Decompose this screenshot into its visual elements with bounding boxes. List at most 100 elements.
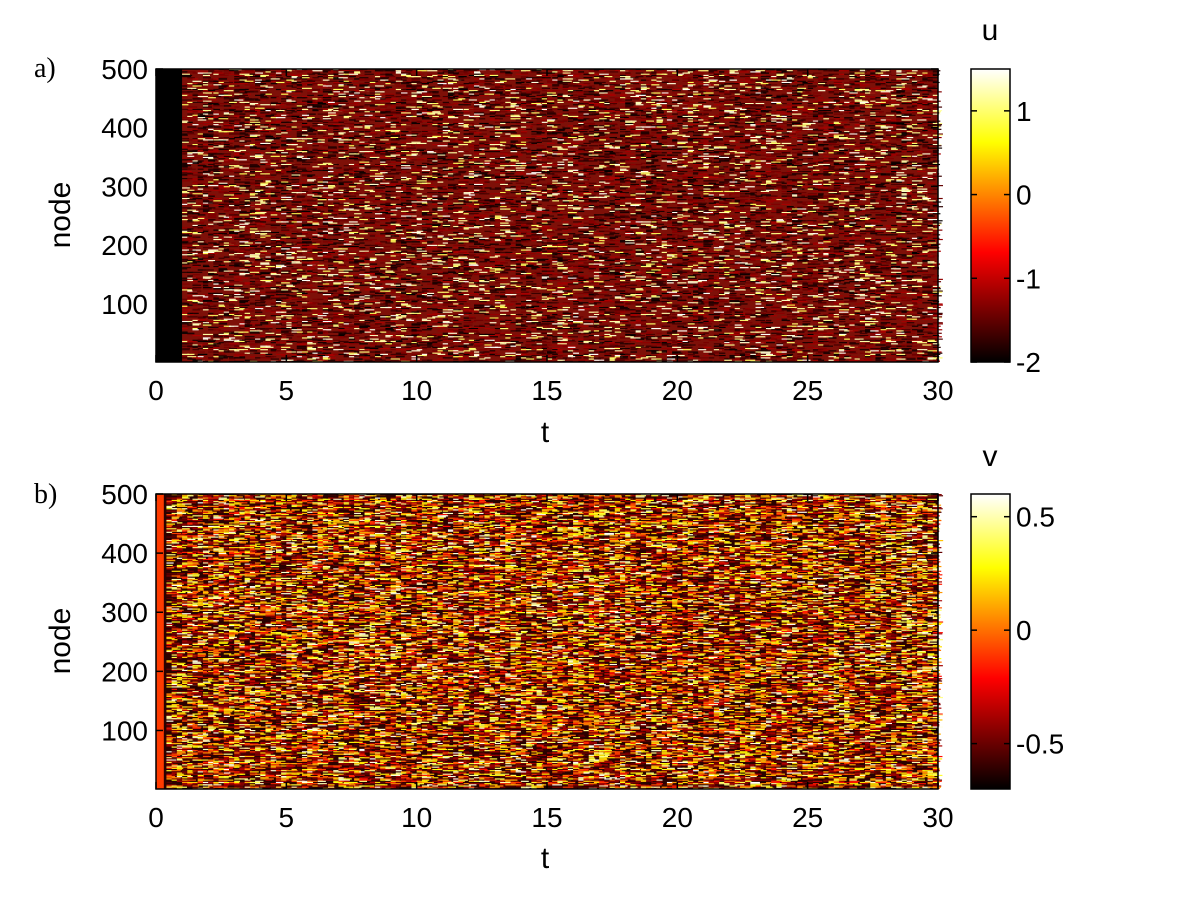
heatmap-cell (573, 70, 580, 72)
heatmap-cell (687, 120, 698, 122)
heatmap-cell (708, 76, 718, 78)
heatmap-cell (552, 84, 560, 86)
heatmap-cell (635, 151, 643, 153)
heatmap-cell (255, 156, 264, 159)
heatmap-cell (567, 155, 574, 157)
heatmap-cell (249, 126, 258, 128)
heatmap-cell (354, 135, 361, 137)
heatmap-cell (296, 107, 303, 109)
heatmap-cell (260, 112, 270, 114)
heatmap-cell (792, 112, 798, 114)
heatmap-cell (364, 88, 375, 91)
heatmap-cell (828, 135, 839, 137)
heatmap-cell (202, 112, 213, 114)
heatmap-cell (911, 125, 918, 127)
heatmap-cell (724, 99, 733, 101)
heatmap-cell (494, 104, 501, 106)
heatmap-cell (745, 85, 755, 87)
heatmap-cell (270, 110, 279, 112)
heatmap-cell (468, 71, 478, 73)
heatmap-cell (474, 151, 484, 153)
heatmap-cell (625, 80, 635, 82)
heatmap-cell (249, 113, 256, 115)
heatmap-cell (218, 153, 225, 155)
heatmap-cell (380, 88, 390, 91)
heatmap-cell (588, 113, 598, 115)
heatmap-cell (249, 76, 260, 78)
heatmap-cell (234, 93, 243, 95)
heatmap-cell (239, 88, 249, 91)
heatmap-cell (666, 115, 674, 118)
heatmap-cell (593, 128, 605, 130)
heatmap-cell (526, 153, 535, 155)
heatmap-cell (500, 93, 511, 95)
heatmap-cell (630, 112, 638, 114)
heatmap-cell (844, 81, 855, 84)
heatmap-cell (844, 131, 850, 133)
heatmap-cell (270, 127, 279, 129)
heatmap-cell (192, 149, 199, 152)
heatmap-cell (458, 84, 466, 86)
heatmap-cell (578, 95, 587, 98)
heatmap-cell (468, 128, 479, 130)
heatmap-cell (593, 99, 604, 101)
heatmap-cell (562, 88, 569, 91)
heatmap-cell (599, 86, 609, 88)
heatmap-cell (453, 126, 462, 128)
heatmap-cell (651, 100, 659, 102)
heatmap-cell (520, 142, 530, 145)
heatmap-cell (661, 129, 670, 132)
heatmap-cell (432, 120, 439, 122)
heatmap-cell (515, 88, 526, 91)
heatmap-cell (437, 79, 444, 81)
heatmap-cell (724, 91, 733, 93)
heatmap-cell (364, 141, 373, 143)
heatmap-cell (630, 91, 639, 93)
heatmap-cell (698, 119, 708, 121)
heatmap-cell (739, 113, 746, 115)
heatmap-cell (739, 131, 746, 133)
heatmap-cell (270, 83, 278, 85)
heatmap-cell (385, 124, 392, 126)
heatmap-cell (687, 117, 694, 119)
heatmap-cell (369, 101, 380, 103)
heatmap-cell (880, 144, 887, 146)
heatmap-cell (255, 94, 264, 96)
heatmap-cell (922, 74, 931, 77)
heatmap-cell (500, 80, 507, 82)
heatmap-cell (520, 148, 531, 150)
heatmap-cell (719, 79, 726, 81)
heatmap-cell (797, 87, 807, 89)
heatmap-cell (614, 99, 622, 101)
heatmap-cell (197, 135, 205, 137)
heatmap-cell (599, 136, 609, 139)
heatmap-cell (494, 118, 503, 120)
heatmap-cell (609, 119, 616, 121)
heatmap-cell (317, 120, 327, 122)
heatmap-cell (364, 104, 375, 106)
heatmap-cell (510, 88, 521, 91)
heatmap-cell (932, 154, 939, 156)
heatmap-cell (255, 107, 265, 109)
heatmap-cell (536, 131, 547, 133)
heatmap-cell (880, 98, 889, 100)
heatmap-cell (390, 146, 397, 148)
heatmap-cell (338, 71, 346, 73)
heatmap-cell (557, 98, 565, 100)
heatmap-cell (719, 102, 729, 105)
heatmap-cell (359, 90, 370, 92)
heatmap-cell (755, 98, 766, 100)
heatmap-cell (547, 81, 556, 84)
heatmap-cell (911, 144, 922, 146)
heatmap-cell (484, 106, 492, 108)
heatmap-cell (609, 142, 618, 145)
heatmap-cell (197, 145, 204, 147)
heatmap-cell (870, 147, 879, 149)
heatmap-cell (468, 118, 476, 120)
heatmap-cell (453, 90, 461, 92)
heatmap-cell (468, 94, 480, 96)
heatmap-cell (505, 90, 514, 92)
heatmap-cell (604, 78, 614, 80)
heatmap-cell (348, 145, 359, 147)
